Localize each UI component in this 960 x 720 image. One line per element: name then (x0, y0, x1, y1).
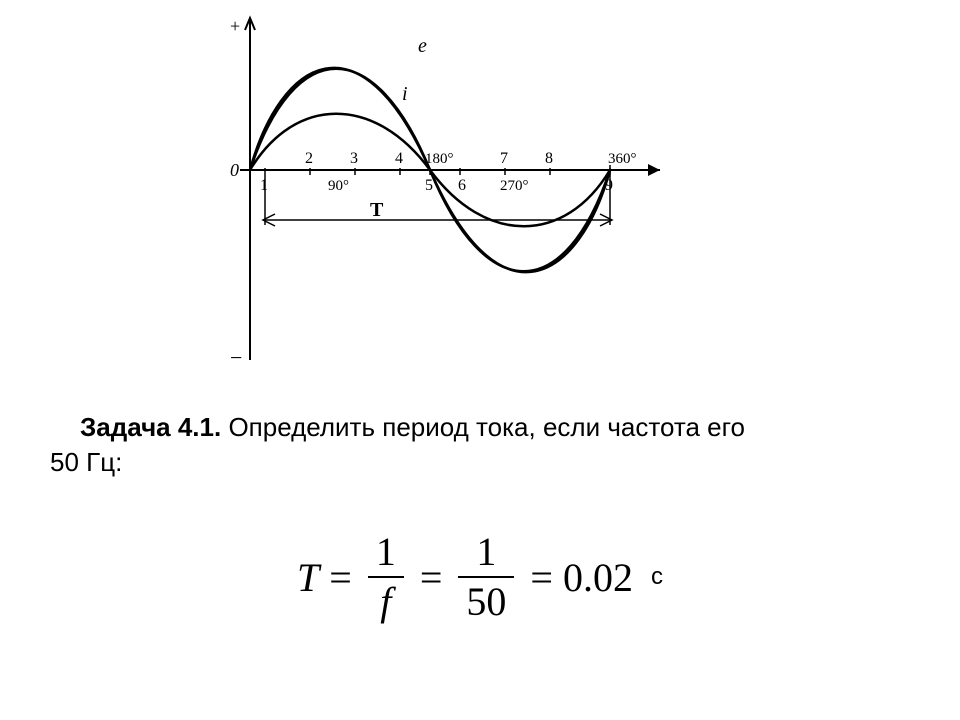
xlabel-top-4: 7 (500, 150, 508, 167)
formula-result: 0.02 (563, 554, 633, 601)
frac2-den: 50 (458, 580, 514, 624)
frac-1: 1 f (368, 530, 404, 624)
origin-label: 0 (230, 160, 239, 180)
formula-lhs: T (297, 554, 319, 601)
xlabel-bot-0: 1 (260, 177, 268, 194)
xlabel-top-2: 4 (395, 150, 403, 167)
problem-text-1: Определить период тока, если частота его (221, 412, 745, 442)
frac-2: 1 50 (458, 530, 514, 624)
frac1-num: 1 (368, 530, 404, 574)
xlabel-bot-2: 5 (425, 177, 433, 194)
xlabel-bot-1: 90° (328, 178, 349, 194)
period-label: T (370, 199, 384, 221)
xlabel-top-0: 2 (305, 150, 313, 167)
formula-unit: с (651, 563, 663, 591)
y-plus-label: + (230, 16, 240, 36)
problem-number: Задача 4.1. (80, 412, 221, 442)
y-minus-label: − (230, 345, 242, 370)
sine-svg: + − 0 e i (200, 0, 680, 380)
problem-statement: Задача 4.1. Определить период тока, если… (50, 410, 910, 480)
xlabel-top-1: 3 (350, 150, 358, 167)
frac1-den: f (372, 580, 399, 624)
formula: T = 1 f = 1 50 = 0.02 с (0, 530, 960, 624)
curve-i-label: i (402, 83, 408, 105)
xlabel-bot-3: 6 (458, 177, 466, 194)
problem-text-2: 50 Гц: (50, 447, 122, 477)
xlabel-top-5: 8 (545, 150, 553, 167)
curve-e-label: e (418, 35, 427, 57)
sine-figure: + − 0 e i (200, 0, 680, 385)
xlabel-bot-5: 9 (605, 177, 613, 194)
xlabel-bot-4: 270° (500, 178, 529, 194)
xlabel-top-6: 360° (608, 151, 637, 167)
xlabel-top-3: 180° (425, 151, 454, 167)
frac2-num: 1 (468, 530, 504, 574)
